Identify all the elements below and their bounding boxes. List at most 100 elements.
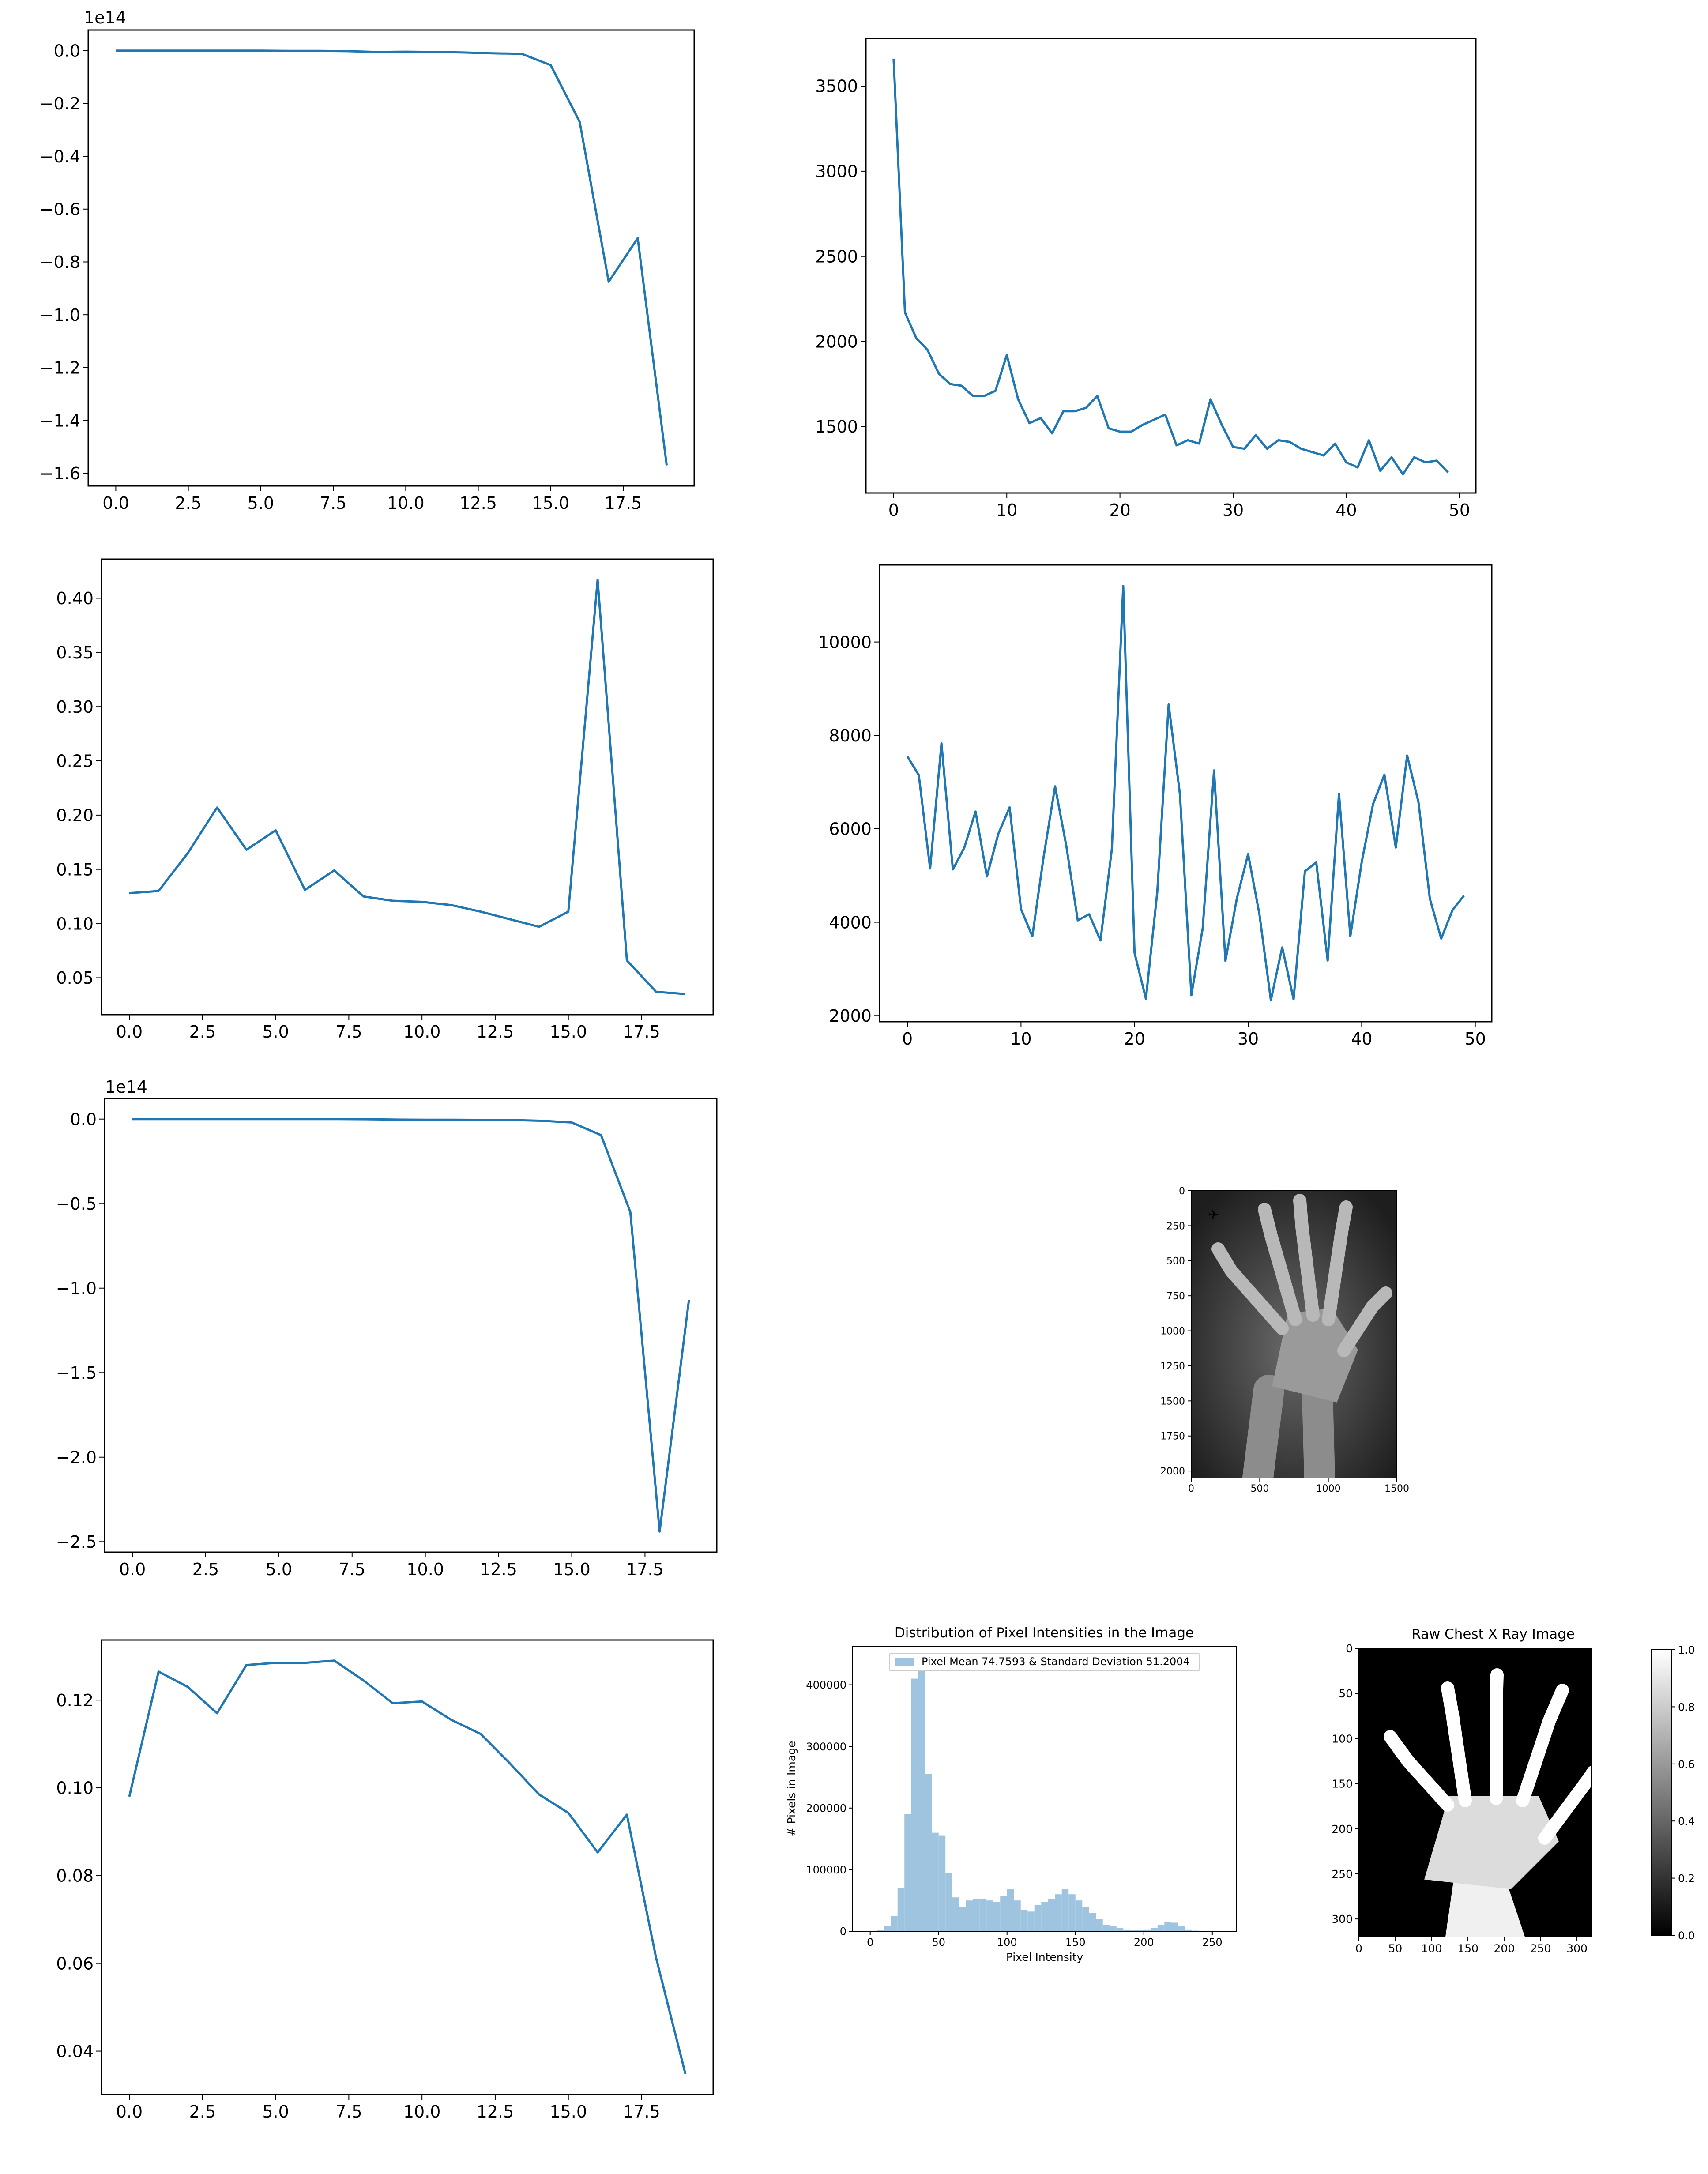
histogram-bar <box>1055 1894 1062 1931</box>
x-tick-label: 50 <box>1449 500 1470 520</box>
panel-6-series <box>128 1659 687 2074</box>
x-tick-label: 15.0 <box>553 1560 591 1579</box>
panel-6-axes-frame <box>101 1639 714 2095</box>
histogram-title: Distribution of Pixel Intensities in the… <box>895 1625 1194 1641</box>
data-point <box>363 1680 364 1681</box>
y-tick-label: 250 <box>1332 1868 1353 1881</box>
panel-9-raw-xray: Raw Chest X Ray Image ✈ 0 50 100 150 200 250 3… <box>1332 1626 1695 1955</box>
y-tick-label: 50 <box>1339 1687 1353 1700</box>
histogram-bar <box>966 1900 973 1931</box>
x-tick-label: 0.0 <box>102 493 129 513</box>
y-tick-label: 300000 <box>806 1741 846 1753</box>
data-point <box>1009 807 1010 808</box>
panel-3-axes-frame <box>101 558 714 1016</box>
data-point <box>480 911 481 912</box>
colorbar-tick-label: 0.6 <box>1678 1758 1695 1771</box>
y-tick-label: 1500 <box>1160 1396 1185 1407</box>
x-tick-label: 10.0 <box>406 1560 444 1579</box>
series-line <box>116 49 668 466</box>
histogram-bar <box>891 1916 898 1931</box>
y-tick-label: 3500 <box>815 77 858 96</box>
x-tick-label: 0.0 <box>116 2102 143 2121</box>
x-tick-label: 40 <box>1336 500 1357 520</box>
y-tick-label: 0 <box>840 1926 846 1938</box>
x-tick-label: 30 <box>1223 500 1244 520</box>
data-point <box>666 465 667 466</box>
panel-4-y-ticks: 2000 4000 6000 8000 10000 <box>818 632 880 1026</box>
y-tick-label: 750 <box>1166 1291 1185 1302</box>
y-tick-label: 400000 <box>806 1679 846 1691</box>
histogram-bar <box>993 1901 1001 1931</box>
y-tick-label: 0.08 <box>56 1866 94 1886</box>
y-tick-label: 0.25 <box>56 752 94 771</box>
x-tick-label: 30 <box>1238 1029 1259 1049</box>
x-tick-label: 10 <box>1010 1029 1031 1049</box>
y-tick-label: 1250 <box>1160 1361 1185 1372</box>
x-tick-label: 7.5 <box>335 1022 362 1042</box>
histogram-bar <box>897 1888 905 1931</box>
x-tick-label: 100 <box>1421 1942 1442 1955</box>
x-tick-label: 5.0 <box>262 1022 289 1042</box>
y-tick-label: −2.5 <box>56 1532 97 1552</box>
histogram-bar <box>932 1832 939 1931</box>
y-tick-label: 0.15 <box>56 860 94 879</box>
colorbar-tick-label: 0.8 <box>1678 1701 1695 1713</box>
histogram-bar <box>1089 1913 1096 1931</box>
data-point <box>260 50 261 51</box>
y-tick-label: 250 <box>1166 1221 1185 1232</box>
panel-6-x-ticks: 0.0 2.5 5.0 7.5 10.0 12.5 15.0 17.5 <box>116 2095 660 2121</box>
panel-3-y-ticks: 0.05 0.10 0.15 0.20 0.25 0.30 0.35 0.40 <box>56 589 102 988</box>
y-tick-label: 3000 <box>815 162 858 181</box>
histogram-ylabel: # Pixels in Image <box>785 1741 798 1837</box>
x-tick-label: 17.5 <box>623 1022 660 1042</box>
data-point <box>975 811 976 812</box>
data-point <box>173 50 174 51</box>
data-point <box>1316 862 1317 863</box>
panel-4-series <box>906 585 1465 1001</box>
colorbar-tick-label: 0.4 <box>1678 1815 1695 1828</box>
panel-2-y-ticks: 1500 2000 2500 3000 3500 <box>815 77 866 436</box>
y-tick-label: 10000 <box>818 632 872 652</box>
x-tick-label: 50 <box>932 1936 945 1948</box>
data-point <box>961 385 962 386</box>
x-tick-label: 7.5 <box>320 493 346 513</box>
data-point <box>659 1531 660 1532</box>
x-tick-label: 0 <box>902 1029 913 1049</box>
histogram-bar <box>884 1926 891 1931</box>
data-point <box>1259 914 1260 915</box>
panel-1-y-ticks: 0.0 −0.2 −0.4 −0.6 −0.8 −1.0 −1.2 −1.4 −1.6 <box>40 41 88 483</box>
data-point <box>1380 470 1381 471</box>
x-tick-label: 5.0 <box>262 2102 289 2121</box>
x-tick-label: 10.0 <box>387 493 425 513</box>
x-tick-label: 20 <box>1124 1029 1145 1049</box>
x-tick-label: 40 <box>1351 1029 1372 1049</box>
panel-1: 1e14 0.0 −0.2 −0.4 −0.6 −0.8 −1.0 −1.2 −1.4 −1.6… <box>40 8 695 513</box>
data-point <box>129 1796 130 1797</box>
y-tick-label: 100000 <box>806 1864 846 1876</box>
xray-2-frame <box>1358 1648 1592 1937</box>
panel-9-x-ticks: 0 50 100 150 200 250 300 <box>1355 1937 1588 1955</box>
x-tick-label: 2.5 <box>189 2102 216 2121</box>
histogram-bar <box>1171 1922 1178 1931</box>
data-point <box>1244 448 1245 449</box>
panel-8-y-ticks: 0 100000 200000 300000 400000 <box>806 1679 853 1938</box>
data-point <box>1165 414 1166 415</box>
histogram-bar <box>1110 1926 1117 1931</box>
x-tick-label: 100 <box>997 1936 1017 1948</box>
y-tick-label: 0.10 <box>56 914 94 933</box>
x-tick-label: 250 <box>1530 1942 1551 1955</box>
histogram-bars <box>877 1660 1212 1931</box>
panel-8-histogram: Distribution of Pixel Intensities in the… <box>785 1625 1237 1963</box>
histogram-bar <box>1096 1919 1103 1931</box>
y-tick-label: 0.0 <box>70 1110 97 1129</box>
panel-5-x-ticks: 0.0 2.5 5.0 7.5 10.0 12.5 15.0 17.5 <box>119 1552 664 1579</box>
histogram-bar <box>952 1897 959 1931</box>
colorbar-tick-label: 0.2 <box>1678 1873 1695 1885</box>
x-tick-label: 17.5 <box>626 1560 664 1579</box>
y-tick-label: 150 <box>1332 1778 1353 1790</box>
x-tick-label: 0 <box>1355 1942 1362 1955</box>
histogram-bar <box>1185 1929 1192 1931</box>
y-tick-label: 500 <box>1166 1256 1185 1267</box>
y-tick-label: 0.40 <box>56 589 94 608</box>
